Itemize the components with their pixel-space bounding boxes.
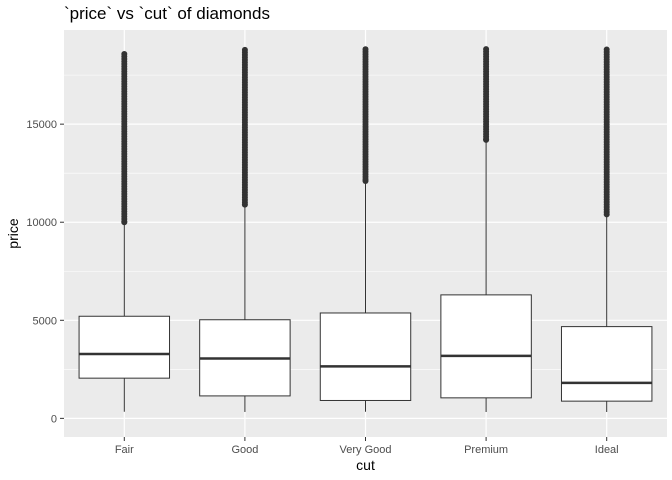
iqr-box [78,315,171,379]
iqr-box [560,326,653,402]
box-group [319,46,412,412]
iqr-box [319,312,412,401]
x-axis-title: cut [356,457,375,473]
outlier-point [241,201,248,208]
y-tick-label: 15000 [26,119,57,131]
box-series [78,46,653,412]
y-tick-label: 5000 [33,315,57,327]
box-group [440,46,532,412]
y-tick-label: 10000 [26,217,57,229]
x-tick-label: Good [231,444,258,456]
x-tick-label: Very Good [340,444,392,456]
outlier-point [603,211,610,218]
outlier-point [121,219,128,226]
axes: 0 5000 10000 15000 Fair Good Very Good Premium I… [26,119,618,456]
box-group [199,46,291,412]
x-tick-label: Ideal [595,444,619,456]
box-group [560,46,653,412]
chart-title: `price` vs `cut` of diamonds [64,4,270,23]
y-tick-label: 0 [51,413,57,425]
x-tick-label: Fair [115,444,134,456]
box-group [78,51,171,412]
outlier-point [362,178,369,185]
x-tick-label: Premium [464,444,508,456]
y-axis-title: price [5,218,21,249]
iqr-box [440,294,532,399]
outlier-point [483,136,490,143]
